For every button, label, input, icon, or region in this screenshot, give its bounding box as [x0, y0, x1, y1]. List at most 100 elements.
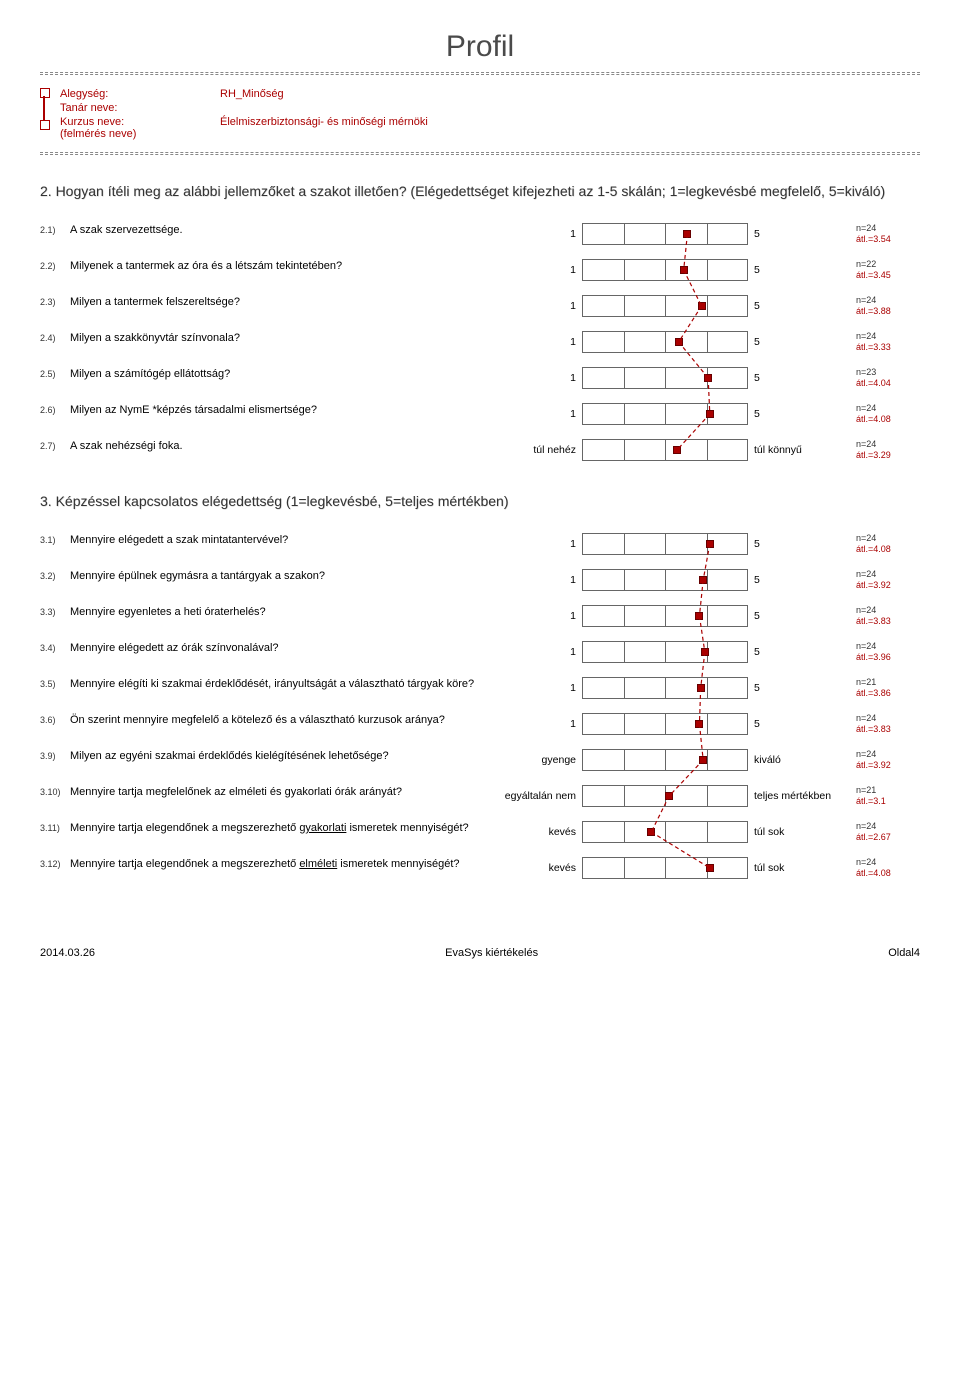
chart-cell: 15 — [490, 713, 850, 735]
stats: n=24átl.=2.67 — [850, 821, 920, 843]
value-marker — [699, 756, 707, 764]
scale-right-label: túl sok — [748, 826, 840, 838]
scale-right-label: 5 — [748, 538, 840, 550]
value-marker — [683, 230, 691, 238]
scale-right-label: 5 — [748, 574, 840, 586]
question-number: 3.4) — [40, 641, 70, 653]
question-row: 3.12)Mennyire tartja elegendőnek a megsz… — [40, 857, 920, 883]
value-marker — [706, 540, 714, 548]
stats: n=24átl.=3.29 — [850, 439, 920, 461]
question-text: Mennyire elégedett az órák színvonalával… — [70, 641, 490, 654]
question-text: Mennyire elégedett a szak mintatantervév… — [70, 533, 490, 546]
chart-cell: túl nehéztúl könnyű — [490, 439, 850, 461]
question-row: 3.10)Mennyire tartja megfelelőnek az elm… — [40, 785, 920, 811]
stats: n=24átl.=3.92 — [850, 749, 920, 771]
question-text: Milyen a szakkönyvtár színvonala? — [70, 331, 490, 344]
question-number: 3.6) — [40, 713, 70, 725]
footer: 2014.03.26 EvaSys kiértékelés Oldal4 — [40, 943, 920, 959]
question-number: 2.2) — [40, 259, 70, 271]
chart-cell: 15 — [490, 367, 850, 389]
chart-cell: 15 — [490, 403, 850, 425]
chart-cell: 15 — [490, 641, 850, 663]
meta-value-kurzus: Élelmiszerbiztonsági- és minőségi mérnök… — [220, 116, 428, 140]
meta-label-kurzus-line2: (felmérés neve) — [60, 128, 136, 140]
scale-left-label: 1 — [490, 336, 582, 348]
question-number: 3.3) — [40, 605, 70, 617]
question-row: 3.11)Mennyire tartja elegendőnek a megsz… — [40, 821, 920, 847]
meta-label-tanar: Tanár neve: — [60, 102, 220, 114]
scale-grid — [582, 677, 748, 699]
footer-center: EvaSys kiértékelés — [445, 947, 538, 959]
question-row: 2.5)Milyen a számítógép ellátottság?15n=… — [40, 367, 920, 393]
chart-cell: 15 — [490, 259, 850, 281]
scale-right-label: 5 — [748, 610, 840, 622]
question-text: Milyen az egyéni szakmai érdeklődés kiel… — [70, 749, 490, 762]
scale-right-label: 5 — [748, 718, 840, 730]
scale-right-label: teljes mértékben — [748, 790, 840, 802]
scale-left-label: 1 — [490, 538, 582, 550]
stats: n=24átl.=3.83 — [850, 605, 920, 627]
scale-grid — [582, 403, 748, 425]
value-marker — [695, 612, 703, 620]
stats: n=22átl.=3.45 — [850, 259, 920, 281]
question-row: 3.9)Milyen az egyéni szakmai érdeklődés … — [40, 749, 920, 775]
scale-grid — [582, 641, 748, 663]
value-marker — [695, 720, 703, 728]
value-marker — [680, 266, 688, 274]
divider — [40, 154, 920, 155]
chart-cell: 15 — [490, 605, 850, 627]
stats: n=24átl.=4.08 — [850, 403, 920, 425]
scale-grid — [582, 605, 748, 627]
chart-cell: kevés túl sok — [490, 821, 850, 843]
scale-grid — [582, 749, 748, 771]
chart-cell: 15 — [490, 677, 850, 699]
question-number: 3.5) — [40, 677, 70, 689]
scale-left-label: 1 — [490, 682, 582, 694]
footer-page: Oldal4 — [888, 947, 920, 959]
meta-label-alegyseg: Alegység: — [60, 88, 220, 100]
scale-left-label: 1 — [490, 372, 582, 384]
scale-left-label: 1 — [490, 300, 582, 312]
question-number: 2.4) — [40, 331, 70, 343]
scale-left-label: túl nehéz — [490, 444, 582, 456]
question-number: 3.2) — [40, 569, 70, 581]
value-marker — [673, 446, 681, 454]
question-number: 2.7) — [40, 439, 70, 451]
scale-left-label: 1 — [490, 574, 582, 586]
section3-heading: 3. Képzéssel kapcsolatos elégedettség (1… — [40, 493, 920, 509]
scale-right-label: 5 — [748, 300, 840, 312]
question-text: Mennyire tartja megfelelőnek az elméleti… — [70, 785, 490, 798]
scale-left-label: kevés — [490, 826, 582, 838]
scale-grid — [582, 259, 748, 281]
stats: n=21átl.=3.1 — [850, 785, 920, 807]
question-text: Milyen a számítógép ellátottság? — [70, 367, 490, 380]
scale-left-label: kevés — [490, 862, 582, 874]
question-text: Ön szerint mennyire megfelelő a kötelező… — [70, 713, 490, 726]
chart-cell: 15 — [490, 533, 850, 555]
scale-right-label: túl sok — [748, 862, 840, 874]
divider — [40, 74, 920, 75]
section2-heading: 2. Hogyan ítéli meg az alábbi jellemzőke… — [40, 183, 920, 199]
scale-right-label: 5 — [748, 228, 840, 240]
question-text: Mennyire elégíti ki szakmai érdeklődését… — [70, 677, 490, 690]
value-marker — [701, 648, 709, 656]
question-text: Mennyire egyenletes a heti óraterhelés? — [70, 605, 490, 618]
value-marker — [647, 828, 655, 836]
chart-cell: 15 — [490, 569, 850, 591]
question-text: A szak nehézségi foka. — [70, 439, 490, 452]
stats: n=23átl.=4.04 — [850, 367, 920, 389]
value-marker — [706, 864, 714, 872]
stats: n=24átl.=3.54 — [850, 223, 920, 245]
question-text: Mennyire épülnek egymásra a tantárgyak a… — [70, 569, 490, 582]
scale-grid — [582, 223, 748, 245]
scale-left-label: egyáltalán nem — [490, 790, 582, 802]
meta-value-alegyseg: RH_Minőség — [220, 88, 284, 100]
question-row: 2.1)A szak szervezettsége.15n=24átl.=3.5… — [40, 223, 920, 249]
stats: n=24átl.=3.83 — [850, 713, 920, 735]
question-text: Milyen az NymE *képzés társadalmi elisme… — [70, 403, 490, 416]
chart-cell: kevés túl sok — [490, 857, 850, 879]
section2-band: 2.1)A szak szervezettsége.15n=24átl.=3.5… — [40, 223, 920, 465]
question-number: 3.1) — [40, 533, 70, 545]
question-row: 2.4)Milyen a szakkönyvtár színvonala?15n… — [40, 331, 920, 357]
question-text: A szak szervezettsége. — [70, 223, 490, 236]
